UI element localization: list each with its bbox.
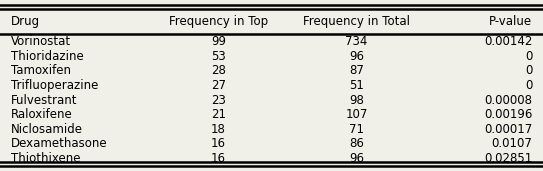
Text: Vorinostat: Vorinostat [11,35,71,48]
Text: 107: 107 [345,108,368,121]
Text: 51: 51 [349,79,364,92]
Text: Trifluoperazine: Trifluoperazine [11,79,98,92]
Text: 99: 99 [211,35,226,48]
Text: 53: 53 [211,50,226,63]
Text: 98: 98 [349,94,364,107]
Text: 0.02851: 0.02851 [484,152,532,165]
Text: Raloxifene: Raloxifene [11,108,73,121]
Text: Thioridazine: Thioridazine [11,50,84,63]
Text: 16: 16 [211,152,226,165]
Text: 21: 21 [211,108,226,121]
Text: Thiothixene: Thiothixene [11,152,80,165]
Text: 0.00008: 0.00008 [484,94,532,107]
Text: P-value: P-value [489,15,532,28]
Text: Niclosamide: Niclosamide [11,123,83,136]
Text: 28: 28 [211,64,226,77]
Text: 86: 86 [349,137,364,150]
Text: 87: 87 [349,64,364,77]
Text: 16: 16 [211,137,226,150]
Text: 0.0107: 0.0107 [491,137,532,150]
Text: Fulvestrant: Fulvestrant [11,94,77,107]
Text: Tamoxifen: Tamoxifen [11,64,71,77]
Text: 0.00142: 0.00142 [484,35,532,48]
Text: Dexamethasone: Dexamethasone [11,137,108,150]
Text: 734: 734 [345,35,368,48]
Text: 0: 0 [525,64,532,77]
Text: 96: 96 [349,152,364,165]
Text: 27: 27 [211,79,226,92]
Text: Frequency in Top: Frequency in Top [169,15,268,28]
Text: 0: 0 [525,50,532,63]
Text: 18: 18 [211,123,226,136]
Text: 71: 71 [349,123,364,136]
Text: 23: 23 [211,94,226,107]
Text: Drug: Drug [11,15,40,28]
Text: 0.00196: 0.00196 [484,108,532,121]
Text: 0: 0 [525,79,532,92]
Text: Frequency in Total: Frequency in Total [303,15,410,28]
Text: 96: 96 [349,50,364,63]
Text: 0.00017: 0.00017 [484,123,532,136]
